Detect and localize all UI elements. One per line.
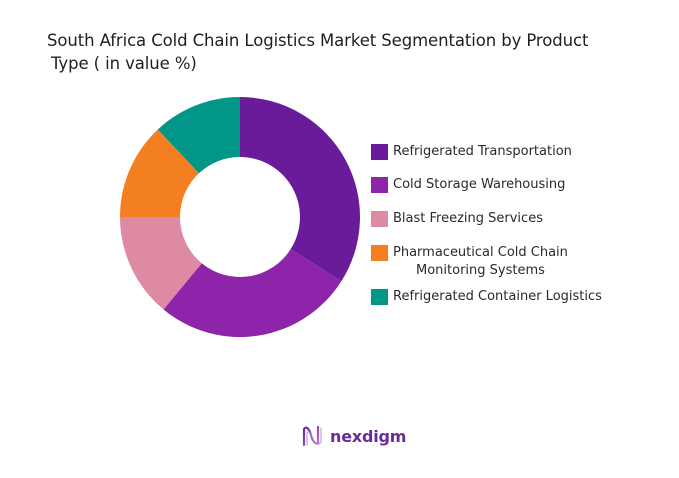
legend-swatch <box>371 177 388 193</box>
legend-item: Pharmaceutical Cold Chain Monitoring Sys… <box>371 244 568 280</box>
legend-item: Refrigerated Transportation <box>371 143 572 161</box>
legend-item: Blast Freezing Services <box>371 210 543 228</box>
legend-swatch <box>371 144 388 160</box>
chart-title-line2: Type ( in value %) <box>51 54 197 73</box>
donut-slice-pharmaceutical-cold-chain-monitoring-systems <box>120 129 199 217</box>
wave-n-logo-icon <box>302 425 322 447</box>
chart-title-line1: South Africa Cold Chain Logistics Market… <box>47 31 589 50</box>
legend-label: Blast Freezing Services <box>393 211 543 226</box>
legend-swatch <box>371 289 388 305</box>
brand-name: nexdigm <box>330 426 407 446</box>
brand-logo: nexdigm <box>302 425 406 447</box>
legend-item: Cold Storage Warehousing <box>371 176 565 194</box>
chart-title: South Africa Cold Chain Logistics Market… <box>47 29 667 75</box>
donut-slice-refrigerated-container-logistics <box>157 97 240 174</box>
legend-swatch <box>371 211 388 227</box>
legend-label: Refrigerated Container Logistics <box>393 289 602 304</box>
legend-swatch <box>371 245 388 261</box>
donut-slice-refrigerated-transportation <box>240 97 360 282</box>
donut-slice-blast-freezing-services <box>119 217 202 310</box>
legend-label: Pharmaceutical Cold Chain Monitoring Sys… <box>393 245 568 278</box>
legend-label: Cold Storage Warehousing <box>393 177 566 192</box>
donut-slice-cold-storage-warehousing <box>163 249 342 337</box>
legend-item: Refrigerated Container Logistics <box>371 288 602 306</box>
legend-label: Refrigerated Transportation <box>393 144 572 159</box>
